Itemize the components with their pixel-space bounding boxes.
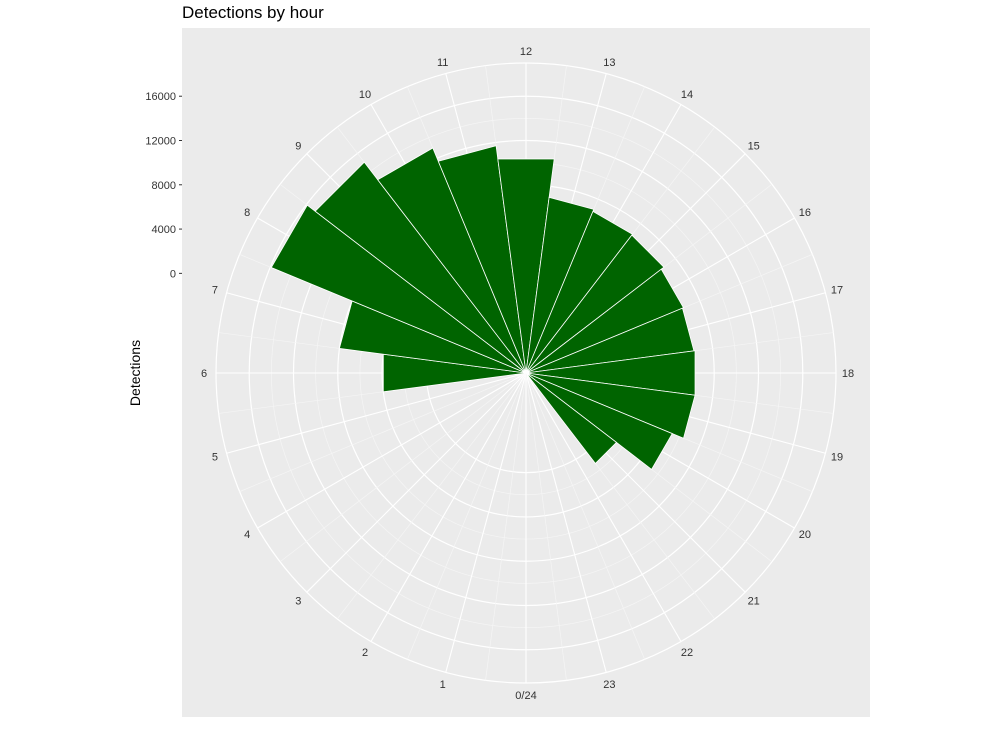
y-tick-label: 12000 xyxy=(145,136,176,148)
y-tick-label: 4000 xyxy=(152,224,176,236)
y-tick-label: 0 xyxy=(170,268,176,280)
hour-label: 19 xyxy=(831,451,843,463)
hour-label: 12 xyxy=(520,46,532,58)
hour-label: 8 xyxy=(244,207,250,219)
chart-title: Detections by hour xyxy=(182,3,324,22)
bars-layer xyxy=(270,145,696,470)
hour-label: 10 xyxy=(359,89,371,101)
major-grid-spoke xyxy=(306,372,527,593)
hour-label: 14 xyxy=(681,89,693,101)
hour-label: 7 xyxy=(212,285,218,297)
bar-hour-21 xyxy=(525,372,618,465)
minor-grid-spoke xyxy=(525,372,567,681)
hour-label: 4 xyxy=(244,529,250,541)
minor-grid-spoke xyxy=(525,372,645,660)
hour-label: 23 xyxy=(603,679,615,691)
minor-grid-spoke xyxy=(485,372,527,681)
major-grid-spoke xyxy=(226,372,527,454)
hour-label: 18 xyxy=(842,368,854,380)
minor-grid-spoke xyxy=(337,372,527,620)
major-grid-spoke xyxy=(525,372,682,642)
hour-label: 11 xyxy=(437,57,448,69)
hour-label: 1 xyxy=(440,679,446,691)
y-axis: 0 4000 8000 12000 16000 xyxy=(145,91,182,280)
hour-label: 21 xyxy=(748,596,760,608)
major-grid-spoke xyxy=(525,372,607,673)
y-tick-label: 16000 xyxy=(145,91,176,103)
minor-grid-spoke xyxy=(279,372,527,562)
major-grid-spoke xyxy=(370,372,527,642)
hour-label: 3 xyxy=(295,596,301,608)
hour-label: 17 xyxy=(831,285,843,297)
hour-label: 6 xyxy=(201,368,207,380)
hour-labels: 0/24123456789101112131415161718192021222… xyxy=(201,46,854,702)
hour-label: 15 xyxy=(748,140,760,152)
hour-label: 2 xyxy=(362,647,368,659)
minor-grid-spoke xyxy=(239,372,527,492)
y-tick-label: 8000 xyxy=(152,180,176,192)
hour-label: 13 xyxy=(603,57,615,69)
hour-label: 0/24 xyxy=(515,690,536,702)
hour-label: 9 xyxy=(295,140,301,152)
major-grid-spoke xyxy=(257,372,527,529)
hour-label: 22 xyxy=(681,647,693,659)
y-axis-title: Detections xyxy=(127,340,143,406)
hour-label: 16 xyxy=(799,207,811,219)
hour-label: 20 xyxy=(799,529,811,541)
minor-grid-spoke xyxy=(407,372,527,660)
major-grid-spoke xyxy=(445,372,527,673)
hour-label: 5 xyxy=(212,451,218,463)
